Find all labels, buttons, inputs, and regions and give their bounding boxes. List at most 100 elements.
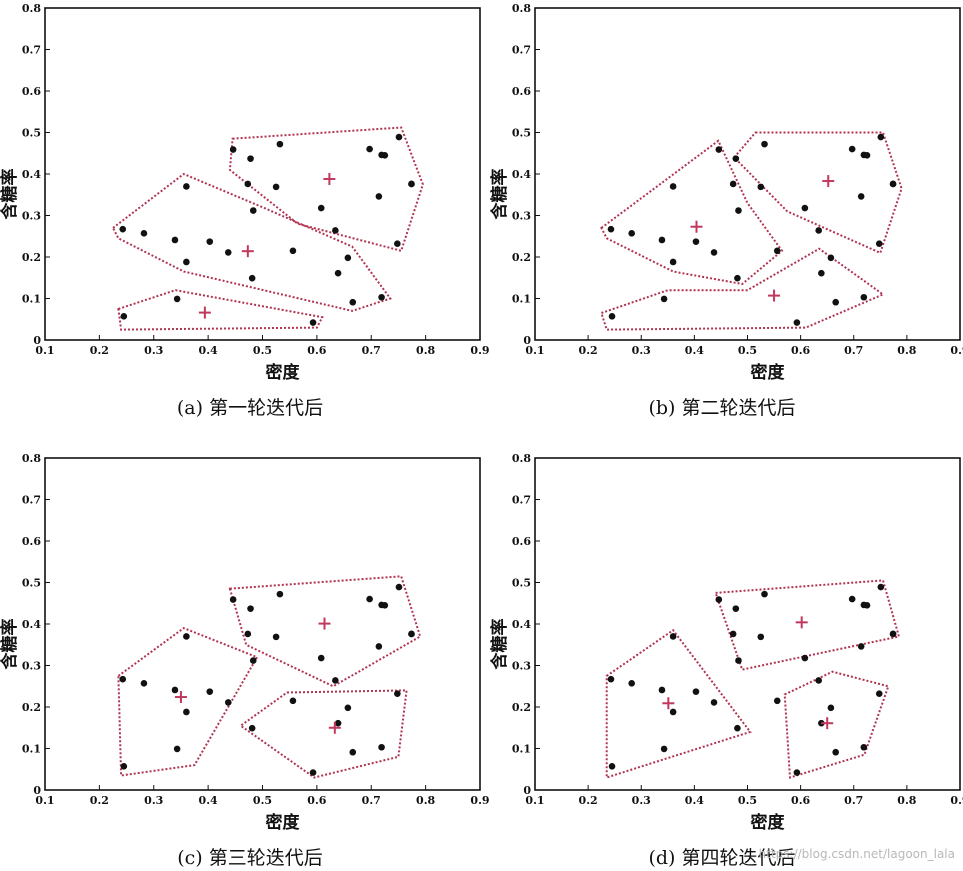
x-tick-label: 0.5: [253, 794, 272, 807]
x-axis-label: 密度: [751, 362, 786, 383]
centroid-marker: [662, 697, 675, 710]
y-tick-label: 0.5: [512, 577, 531, 590]
data-point: [394, 690, 401, 698]
data-point: [827, 254, 835, 262]
x-tick-label: 0.8: [416, 344, 435, 357]
data-point: [729, 180, 737, 188]
data-point: [244, 180, 252, 188]
data-point: [229, 146, 237, 153]
data-point: [408, 630, 415, 638]
cluster-outline: [714, 579, 901, 671]
y-tick-label: 0.7: [22, 44, 41, 57]
x-tick-label: 0.6: [307, 794, 326, 807]
x-tick-label: 0.3: [632, 794, 651, 807]
x-tick-label: 0.8: [897, 794, 916, 807]
y-axis-label: 含糖率: [489, 619, 510, 670]
x-tick-label: 0.2: [90, 344, 109, 357]
data-point: [183, 633, 190, 640]
data-point: [171, 236, 179, 244]
data-point: [366, 145, 373, 153]
x-tick-label: 0.2: [90, 794, 109, 807]
data-point: [889, 630, 897, 638]
x-tick-label: 0.9: [950, 794, 963, 807]
x-tick-label: 0.4: [685, 344, 704, 357]
centroid-marker: [822, 175, 835, 188]
centroid-marker: [690, 220, 703, 233]
data-point: [394, 240, 401, 248]
cluster-outline: [600, 139, 784, 286]
x-tick-label: 0.8: [416, 794, 435, 807]
data-point: [276, 590, 284, 598]
y-tick-label: 0.7: [22, 494, 41, 507]
data-point: [247, 155, 254, 162]
data-point: [857, 193, 865, 200]
data-point: [607, 225, 615, 233]
data-point: [317, 204, 325, 212]
data-point: [735, 657, 742, 664]
data-point: [660, 745, 668, 753]
x-tick-label: 0.2: [579, 794, 598, 807]
data-point: [381, 152, 389, 159]
data-point: [608, 313, 616, 320]
y-tick-label: 0.4: [22, 168, 41, 181]
data-point: [334, 269, 342, 277]
data-point: [378, 743, 385, 751]
data-point: [224, 249, 232, 256]
cluster-outline: [732, 131, 903, 255]
data-point: [710, 699, 718, 706]
data-point: [332, 227, 339, 234]
data-point: [793, 319, 801, 326]
y-tick-label: 0: [33, 784, 41, 797]
y-tick-label: 0.2: [512, 251, 531, 264]
data-point: [229, 596, 237, 603]
y-tick-label: 0.7: [512, 44, 531, 57]
y-axis-label: 含糖率: [489, 169, 510, 220]
data-point: [173, 745, 181, 753]
x-tick-label: 0.4: [199, 344, 218, 357]
data-point: [801, 654, 809, 662]
y-tick-label: 0.4: [22, 618, 41, 631]
data-point: [877, 583, 885, 591]
x-tick-label: 0.6: [307, 344, 326, 357]
data-point: [344, 254, 352, 262]
x-tick-label: 0.4: [685, 794, 704, 807]
x-tick-label: 0.1: [525, 344, 544, 357]
data-point: [272, 183, 280, 191]
panel-caption: (b) 第二轮迭代后: [648, 397, 795, 419]
data-point: [815, 677, 822, 684]
data-point: [734, 724, 741, 732]
data-point: [276, 140, 284, 148]
y-tick-label: 0.5: [22, 577, 41, 590]
y-tick-label: 0.6: [22, 535, 41, 548]
cluster-outline: [238, 689, 408, 779]
data-point: [349, 298, 357, 306]
y-axis-label: 含糖率: [0, 619, 20, 670]
panel-d: 0.10.20.30.40.50.60.70.80.900.10.20.30.4…: [489, 452, 963, 869]
centroid-marker: [198, 306, 211, 319]
data-point: [832, 298, 839, 306]
x-tick-label: 0.5: [738, 344, 757, 357]
x-tick-label: 0.5: [253, 344, 272, 357]
panel-b: 0.10.20.30.40.50.60.70.80.900.10.20.30.4…: [489, 2, 963, 419]
data-point: [395, 583, 403, 591]
data-point: [669, 258, 677, 266]
data-point: [334, 719, 342, 727]
data-point: [735, 207, 742, 214]
centroid-marker: [241, 245, 254, 258]
y-tick-label: 0.7: [512, 494, 531, 507]
centroid-marker: [323, 172, 336, 185]
centroid-marker: [174, 691, 187, 704]
data-point: [309, 319, 317, 326]
data-point: [206, 688, 214, 695]
data-point: [658, 236, 666, 244]
data-point: [658, 686, 666, 694]
x-tick-label: 0.7: [844, 344, 863, 357]
y-axis-label: 含糖率: [0, 169, 20, 220]
data-point: [757, 633, 765, 641]
data-point: [381, 602, 389, 609]
data-point: [608, 763, 616, 770]
data-point: [692, 238, 700, 245]
data-point: [669, 633, 677, 640]
x-tick-label: 0.6: [791, 794, 810, 807]
data-point: [248, 724, 256, 732]
